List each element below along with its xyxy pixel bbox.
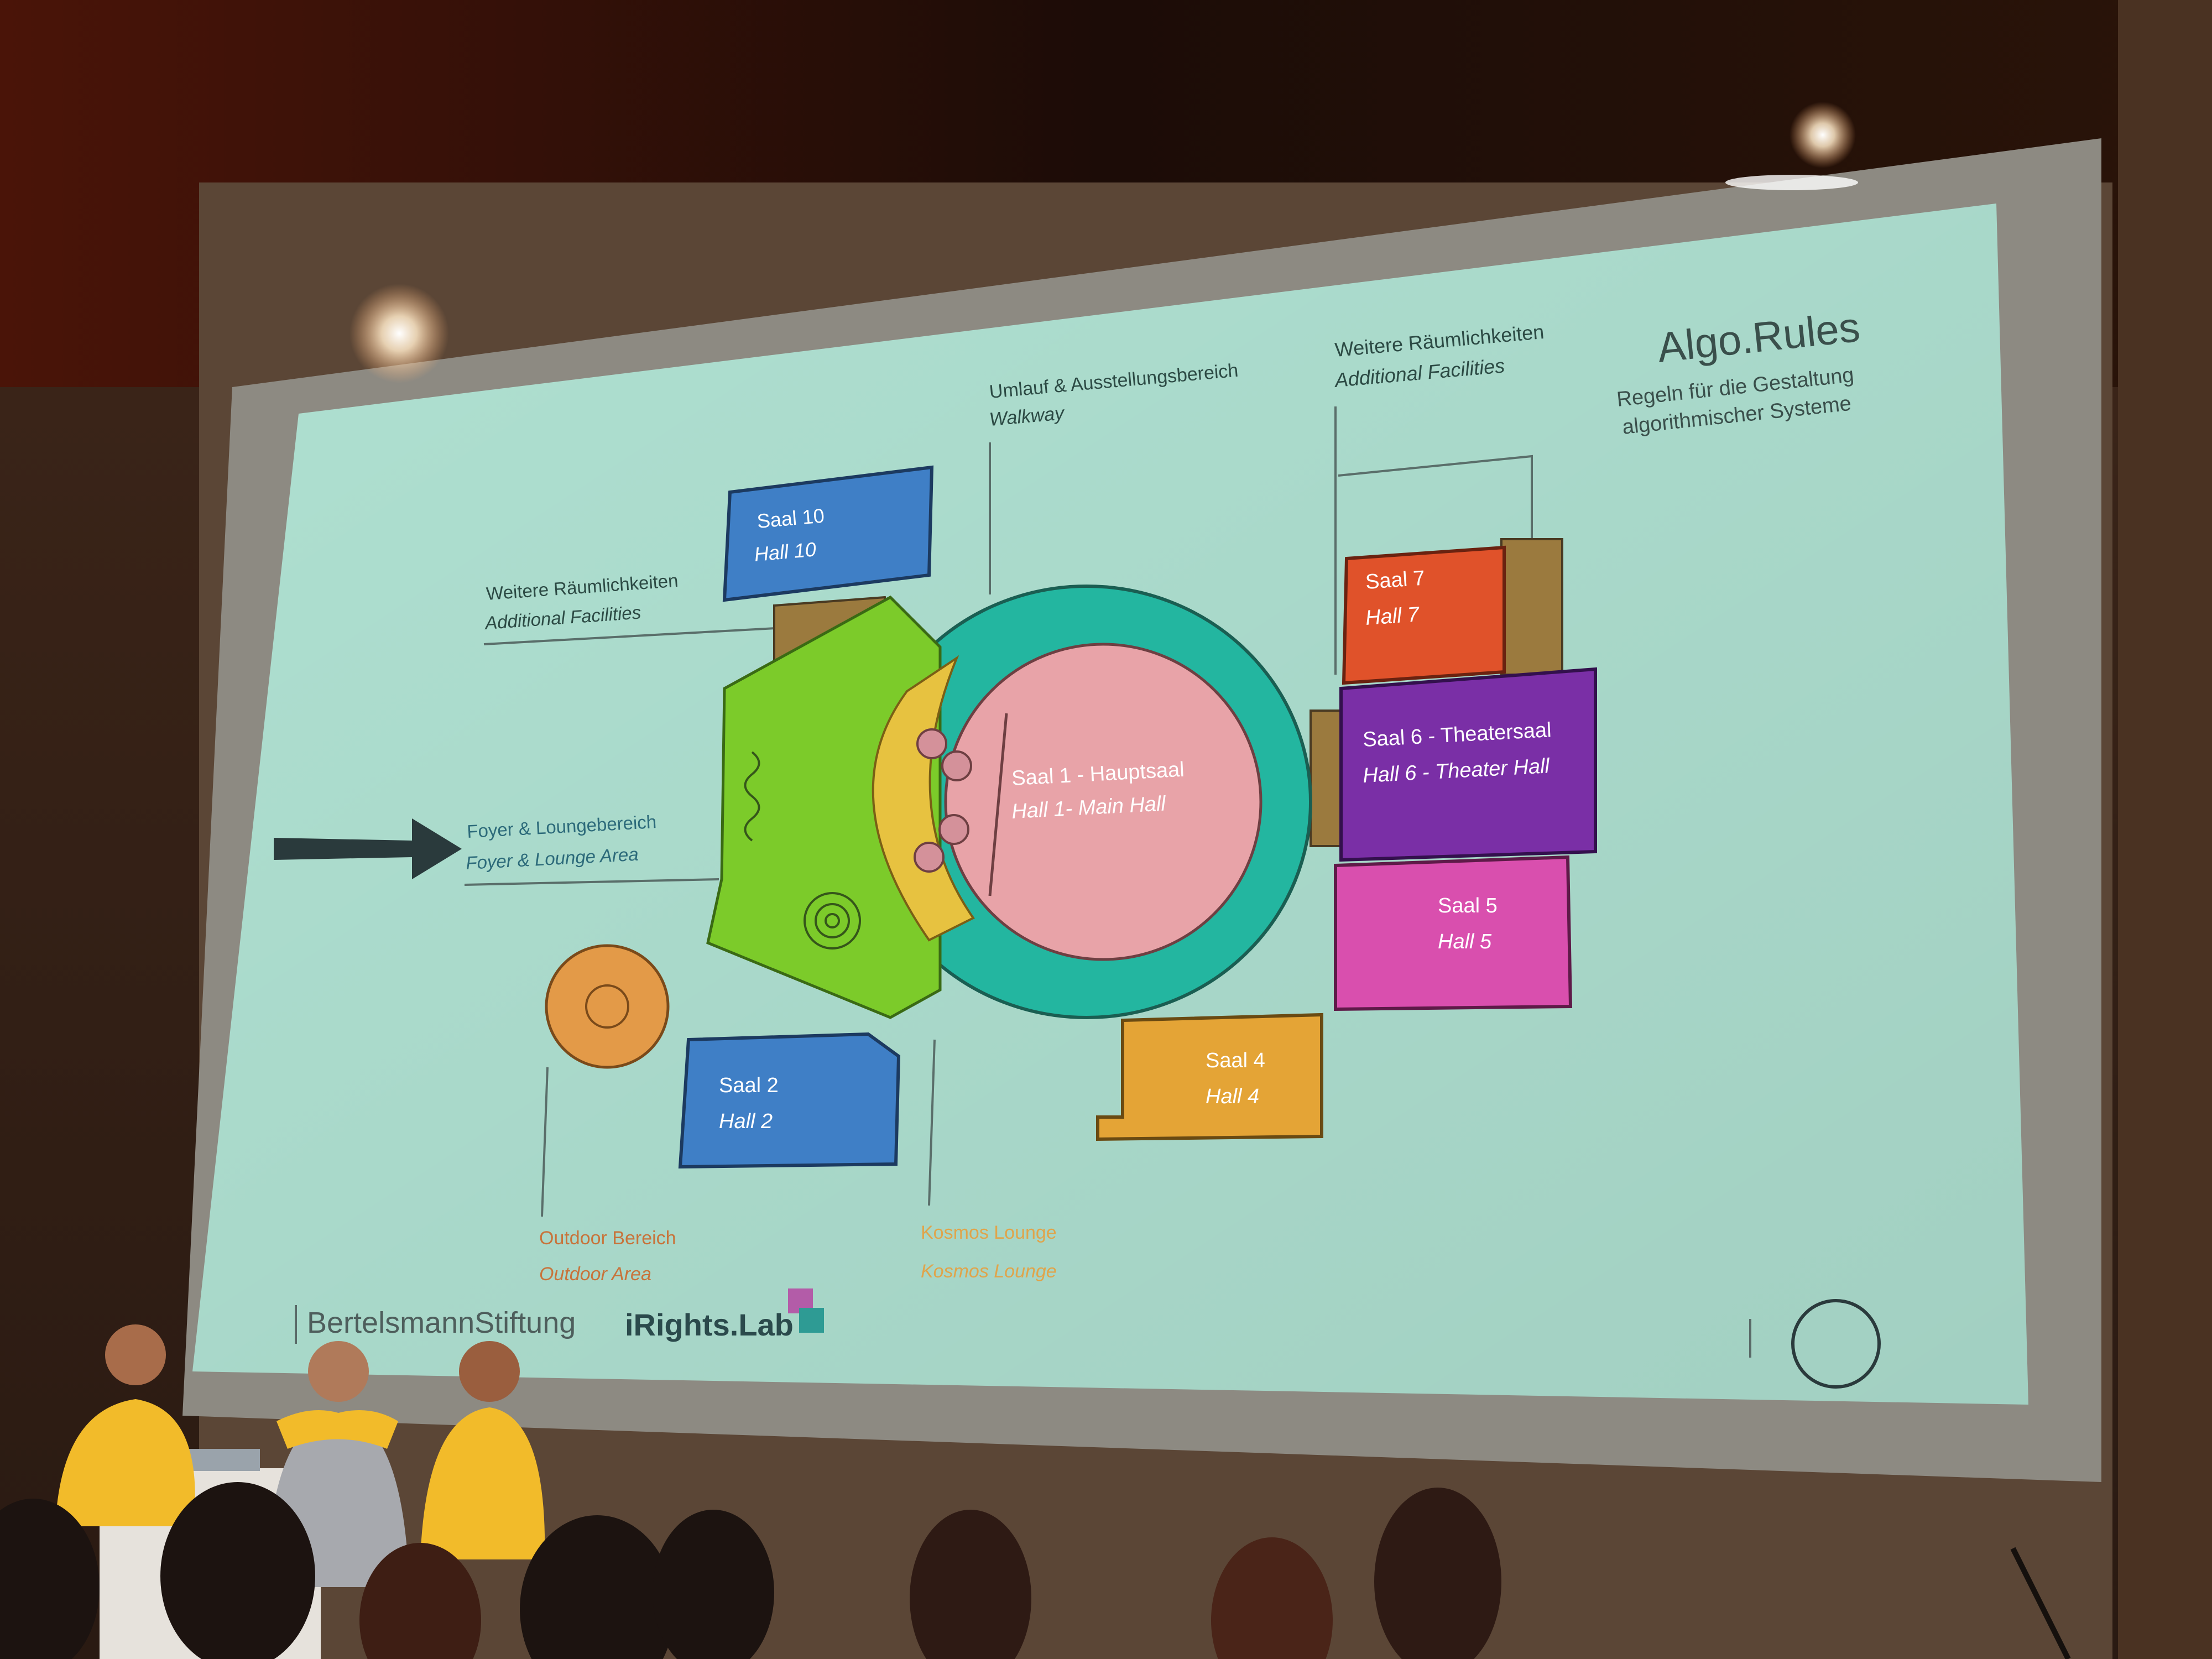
floor-plan: Saal 1 - Hauptsaal Hall 1- Main Hall Saa… xyxy=(545,465,1597,1169)
microphone-stand xyxy=(2010,1547,2071,1659)
entrance-arrow-icon xyxy=(274,818,462,879)
hall7-label-de: Saal 7 xyxy=(1365,567,1426,594)
leader-lines xyxy=(464,406,1533,1217)
audience xyxy=(0,1482,1501,1659)
laptop xyxy=(182,1449,260,1471)
hall6 xyxy=(1339,667,1597,862)
ceiling-light-left xyxy=(349,284,449,383)
hall10 xyxy=(722,465,934,602)
kosmos-label-de: Kosmos Lounge xyxy=(921,1222,1057,1243)
curtain-right xyxy=(2118,0,2212,1659)
hall7-label-en: Hall 7 xyxy=(1365,603,1421,630)
hall5 xyxy=(1334,855,1573,1011)
hall1-main xyxy=(944,643,1262,961)
facilities-block-right xyxy=(1500,538,1563,676)
facilities-block-mid xyxy=(1310,709,1342,847)
outdoor-label-en: Outdoor Area xyxy=(539,1264,651,1285)
logo-irights: iRights.Lab xyxy=(625,1307,794,1342)
hall7 xyxy=(1342,545,1506,685)
hall4 xyxy=(1096,1013,1323,1141)
hall2-label-de: Saal 2 xyxy=(719,1074,779,1097)
kosmos-label-en: Kosmos Lounge xyxy=(921,1261,1057,1282)
foyer-area xyxy=(706,595,942,1019)
ceiling-light-right xyxy=(1790,102,1856,168)
hall5-label-de: Saal 5 xyxy=(1438,894,1498,917)
outdoor-area xyxy=(545,944,670,1069)
light-streak xyxy=(1725,175,1858,190)
speaker-right xyxy=(420,1341,545,1559)
stage-elements xyxy=(914,728,972,873)
stage-edge xyxy=(988,713,1008,896)
foyer-lounge-furniture xyxy=(744,751,861,950)
circle-logo-icon xyxy=(1791,1299,1881,1389)
hall4-label-en: Hall 4 xyxy=(1206,1085,1259,1108)
hall4-label-de: Saal 4 xyxy=(1206,1049,1265,1072)
hall5-label-en: Hall 5 xyxy=(1438,930,1492,953)
irights-cube-icon xyxy=(788,1288,824,1333)
hall2 xyxy=(678,1032,901,1169)
speaker-left xyxy=(55,1324,195,1526)
slide: Algo.Rules Regeln für die Gestaltung alg… xyxy=(192,204,2028,1405)
outdoor-label-de: Outdoor Bereich xyxy=(539,1228,676,1249)
hall2-label-en: Hall 2 xyxy=(719,1110,773,1133)
logo-bertelsmann: BertelsmannStiftung xyxy=(307,1306,576,1339)
hall10-label-en: Hall 10 xyxy=(753,538,817,566)
